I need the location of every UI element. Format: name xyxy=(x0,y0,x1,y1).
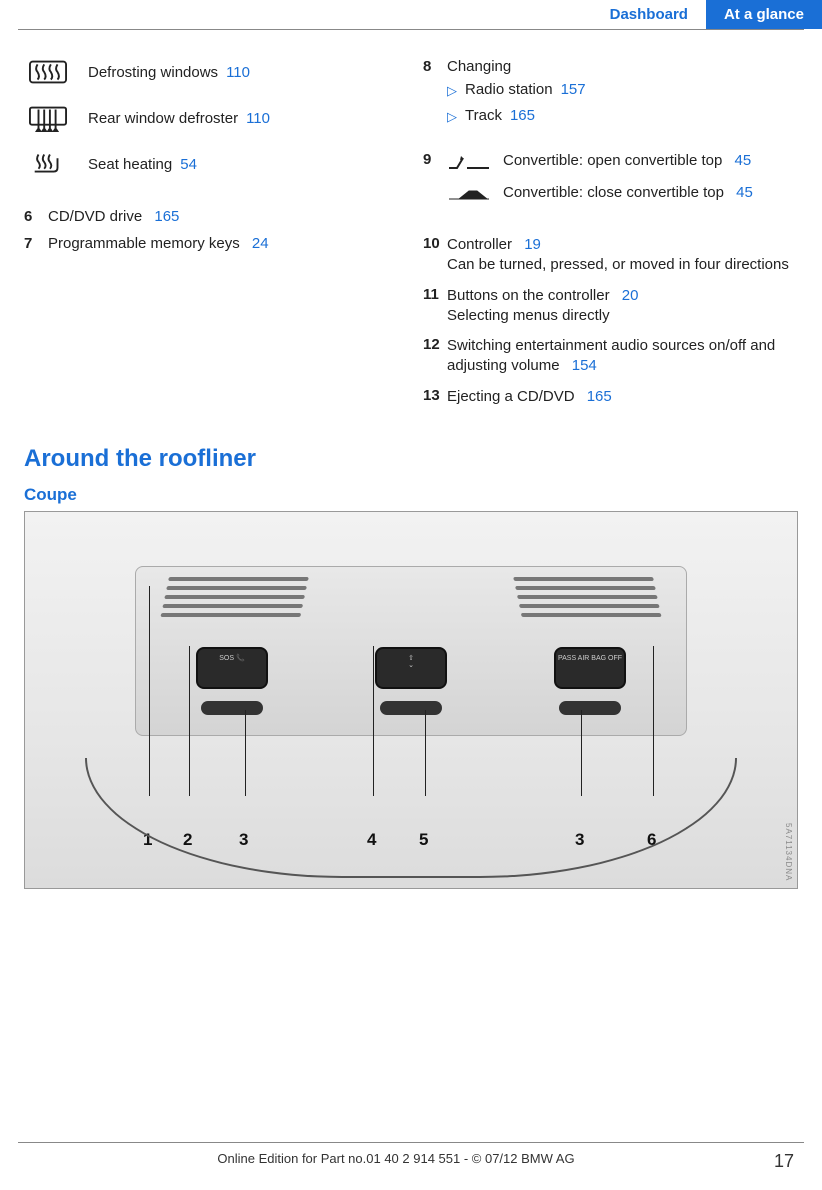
figure-arc xyxy=(85,758,737,878)
item-8-sub-track-page[interactable]: 165 xyxy=(510,107,535,124)
item-7-label: Programmable memory keys xyxy=(48,235,240,252)
top-tabs: Dashboard At a glance xyxy=(0,0,822,29)
row-seat-heating: Seat heating 54 xyxy=(24,150,399,178)
row-item-11: 11 Buttons on the controller 20 Selectin… xyxy=(423,286,798,327)
seat-heating-icon xyxy=(24,150,72,178)
figure-vent-left xyxy=(159,577,309,623)
item-13-number: 13 xyxy=(423,387,447,407)
section-title: Around the roofliner xyxy=(24,445,798,473)
item-11-number: 11 xyxy=(423,286,447,327)
row-item-13: 13 Ejecting a CD/DVD 165 xyxy=(423,387,798,407)
seat-heating-label: Seat heating xyxy=(88,156,172,173)
item-8-sub-track: ▷ Track 165 xyxy=(447,107,798,127)
item-6-page[interactable]: 165 xyxy=(154,208,179,225)
item-10-page[interactable]: 19 xyxy=(524,236,541,253)
roofliner-figure: SOS 📞 ⇧⌄ PASS AIR BAG OFF 1 2 3 4 5 3 6 … xyxy=(24,511,798,889)
item-13-page[interactable]: 165 xyxy=(587,388,612,405)
row-item-12: 12 Switching entertainment audio sources… xyxy=(423,336,798,377)
item-11-page[interactable]: 20 xyxy=(622,287,639,304)
item-6-label: CD/DVD drive xyxy=(48,208,142,225)
footer-page-number: 17 xyxy=(774,1151,794,1172)
item-6-number: 6 xyxy=(24,208,48,225)
rear-defroster-page[interactable]: 110 xyxy=(246,110,270,127)
item-12-page[interactable]: 154 xyxy=(572,357,597,374)
item-11-label: Buttons on the controller xyxy=(447,287,610,304)
row-item-8: 8 Changing ▷ Radio station 157 ▷ Track 1… xyxy=(423,58,798,127)
defrost-windows-label: Defrosting windows xyxy=(88,64,218,81)
row-item-10: 10 Controller 19 Can be turned, pressed,… xyxy=(423,235,798,276)
item-9-open: Convertible: open convertible top 45 xyxy=(447,151,798,175)
item-10-label: Controller xyxy=(447,236,512,253)
item-13-label: Ejecting a CD/DVD xyxy=(447,388,575,405)
item-10-number: 10 xyxy=(423,235,447,276)
figure-button-airbag: PASS AIR BAG OFF xyxy=(554,647,626,689)
item-7-number: 7 xyxy=(24,235,48,252)
rear-defroster-label: Rear window defroster xyxy=(88,110,238,127)
item-12-label: Switching entertainment audio sources on… xyxy=(447,337,775,374)
figure-button-center: ⇧⌄ xyxy=(375,647,447,689)
convertible-open-icon xyxy=(447,151,503,175)
item-9-close-page[interactable]: 45 xyxy=(736,184,753,201)
defrost-windows-icon xyxy=(24,58,72,86)
item-8-sub-radio-label: Radio station xyxy=(465,81,553,98)
rear-defroster-icon xyxy=(24,104,72,132)
item-8-sub-radio: ▷ Radio station 157 xyxy=(447,81,798,101)
figure-button-sos: SOS 📞 xyxy=(196,647,268,689)
triangle-icon: ▷ xyxy=(447,107,457,127)
figure-panel: SOS 📞 ⇧⌄ PASS AIR BAG OFF xyxy=(135,566,687,736)
item-12-number: 12 xyxy=(423,336,447,377)
convertible-close-icon xyxy=(447,183,503,207)
item-8-sub-track-label: Track xyxy=(465,107,502,124)
defrost-windows-page[interactable]: 110 xyxy=(226,64,250,81)
item-8-sub-radio-page[interactable]: 157 xyxy=(561,81,586,98)
item-9-number: 9 xyxy=(423,151,447,215)
item-7-page[interactable]: 24 xyxy=(252,235,269,252)
item-9-close-label: Convertible: close convertible top xyxy=(503,184,724,201)
item-8-label: Changing xyxy=(447,58,798,75)
item-11-desc: Selecting menus directly xyxy=(447,307,610,324)
figure-lamp-left xyxy=(201,701,263,715)
item-9-open-label: Convertible: open convertible top xyxy=(503,152,722,169)
row-defrost-windows: Defrosting windows 110 xyxy=(24,58,399,86)
footer-edition: Online Edition for Part no.01 40 2 914 5… xyxy=(217,1151,574,1172)
right-column: 8 Changing ▷ Radio station 157 ▷ Track 1… xyxy=(423,58,798,417)
figure-sidecode: 5A71134DNA xyxy=(784,823,793,881)
content-columns: Defrosting windows 110 Rear window defro… xyxy=(0,30,822,417)
subsection-title: Coupe xyxy=(24,485,798,505)
figure-lamp-right xyxy=(559,701,621,715)
item-9-close: Convertible: close convertible top 45 xyxy=(447,183,798,207)
figure-vent-right xyxy=(513,577,663,623)
figure-lamp-center xyxy=(380,701,442,715)
row-item-9: 9 Convertible: open convertible top 45 xyxy=(423,151,798,215)
triangle-icon: ▷ xyxy=(447,81,457,101)
tab-dashboard[interactable]: Dashboard xyxy=(592,0,706,29)
tab-at-a-glance[interactable]: At a glance xyxy=(706,0,822,29)
row-item-7: 7 Programmable memory keys 24 xyxy=(24,235,399,252)
item-9-open-page[interactable]: 45 xyxy=(734,152,751,169)
row-item-6: 6 CD/DVD drive 165 xyxy=(24,208,399,225)
item-10-desc: Can be turned, pressed, or moved in four… xyxy=(447,256,789,273)
item-8-number: 8 xyxy=(423,58,447,127)
row-rear-defroster: Rear window defroster 110 xyxy=(24,104,399,132)
page-footer: Online Edition for Part no.01 40 2 914 5… xyxy=(18,1142,804,1172)
left-column: Defrosting windows 110 Rear window defro… xyxy=(24,58,399,417)
seat-heating-page[interactable]: 54 xyxy=(180,156,197,173)
